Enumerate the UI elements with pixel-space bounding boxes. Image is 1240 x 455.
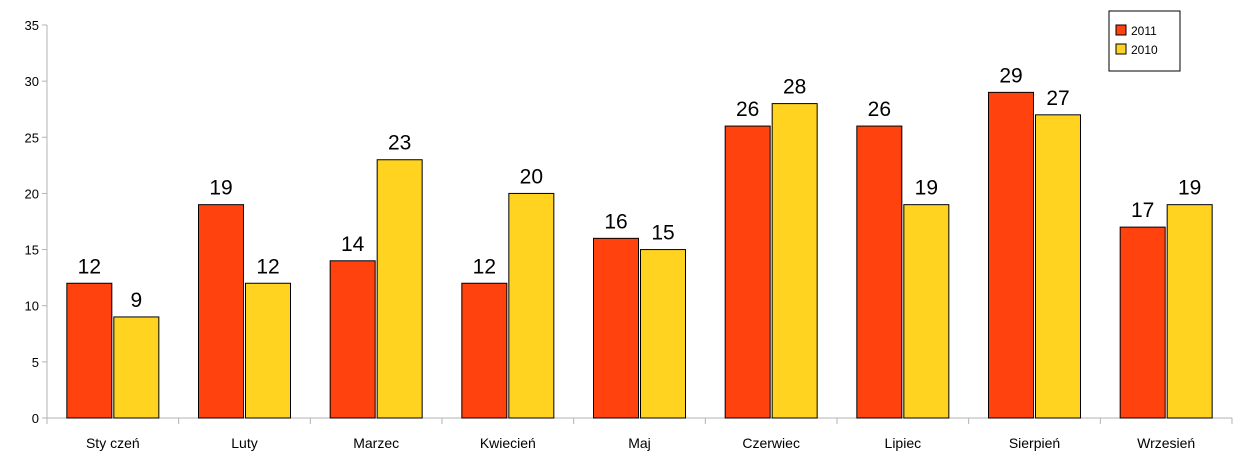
data-label-2011-4: 16 <box>604 210 627 233</box>
bar-2011-5 <box>725 126 770 418</box>
bar-2011-3 <box>462 283 507 418</box>
legend: 2011 2010 <box>1109 11 1180 71</box>
legend-label-2011: 2011 <box>1131 24 1157 38</box>
bar-2011-0 <box>67 283 112 418</box>
data-label-2011-3: 12 <box>473 255 496 278</box>
data-label-2010-6: 19 <box>915 177 938 200</box>
legend-swatch-2011 <box>1116 25 1126 35</box>
x-tick-label: Czerwiec <box>742 435 800 451</box>
data-label-2010-7: 27 <box>1046 87 1069 110</box>
y-tick-label: 0 <box>32 411 39 426</box>
x-tick-label: Sty czeń <box>86 435 140 451</box>
data-label-2011-8: 17 <box>1131 199 1154 222</box>
y-tick-label: 5 <box>32 355 39 370</box>
bar-2010-5 <box>772 104 817 418</box>
legend-box <box>1109 11 1180 71</box>
data-label-2010-8: 19 <box>1178 177 1201 200</box>
data-label-2011-1: 19 <box>209 177 232 200</box>
data-label-2010-1: 12 <box>256 255 279 278</box>
y-tick-label: 15 <box>25 243 39 258</box>
bar-2011-6 <box>857 126 902 418</box>
x-tick-label: Kwiecień <box>480 435 536 451</box>
data-label-2011-2: 14 <box>341 233 365 256</box>
data-label-2010-2: 23 <box>388 132 411 155</box>
x-tick-label: Lipiec <box>885 435 922 451</box>
x-tick-label: Wrzesień <box>1137 435 1195 451</box>
bar-2011-7 <box>989 92 1034 418</box>
bar-2010-1 <box>246 283 291 418</box>
x-tick-label: Luty <box>231 435 257 451</box>
bar-2011-8 <box>1120 227 1165 418</box>
data-label-2010-4: 15 <box>651 222 674 245</box>
data-label-2011-7: 29 <box>999 64 1022 87</box>
bar-2010-0 <box>114 317 159 418</box>
bar-2010-7 <box>1036 115 1081 418</box>
data-label-2011-0: 12 <box>78 255 101 278</box>
y-tick-label: 35 <box>25 18 39 33</box>
bar-2010-3 <box>509 193 554 418</box>
data-label-2011-5: 26 <box>736 98 759 121</box>
data-label-2011-6: 26 <box>868 98 891 121</box>
y-tick-label: 10 <box>25 299 39 314</box>
bar-2010-6 <box>904 205 949 418</box>
x-tick-label: Maj <box>628 435 651 451</box>
y-tick-label: 25 <box>25 130 39 145</box>
y-tick-label: 20 <box>25 186 39 201</box>
data-label-2010-5: 28 <box>783 76 806 99</box>
bar-2010-2 <box>377 160 422 418</box>
x-tick-label: Marzec <box>353 435 399 451</box>
bar-2011-2 <box>330 261 375 418</box>
x-tick-label: Sierpień <box>1009 435 1060 451</box>
bar-2010-8 <box>1167 205 1212 418</box>
legend-label-2010: 2010 <box>1131 43 1158 57</box>
bar-2010-4 <box>641 250 686 418</box>
bar-2011-4 <box>594 238 639 418</box>
data-label-2010-0: 9 <box>130 289 142 312</box>
legend-swatch-2010 <box>1116 44 1126 54</box>
bars <box>67 92 1212 418</box>
bar-2011-1 <box>199 205 244 418</box>
y-tick-label: 30 <box>25 74 39 89</box>
data-label-2010-3: 20 <box>520 165 543 188</box>
